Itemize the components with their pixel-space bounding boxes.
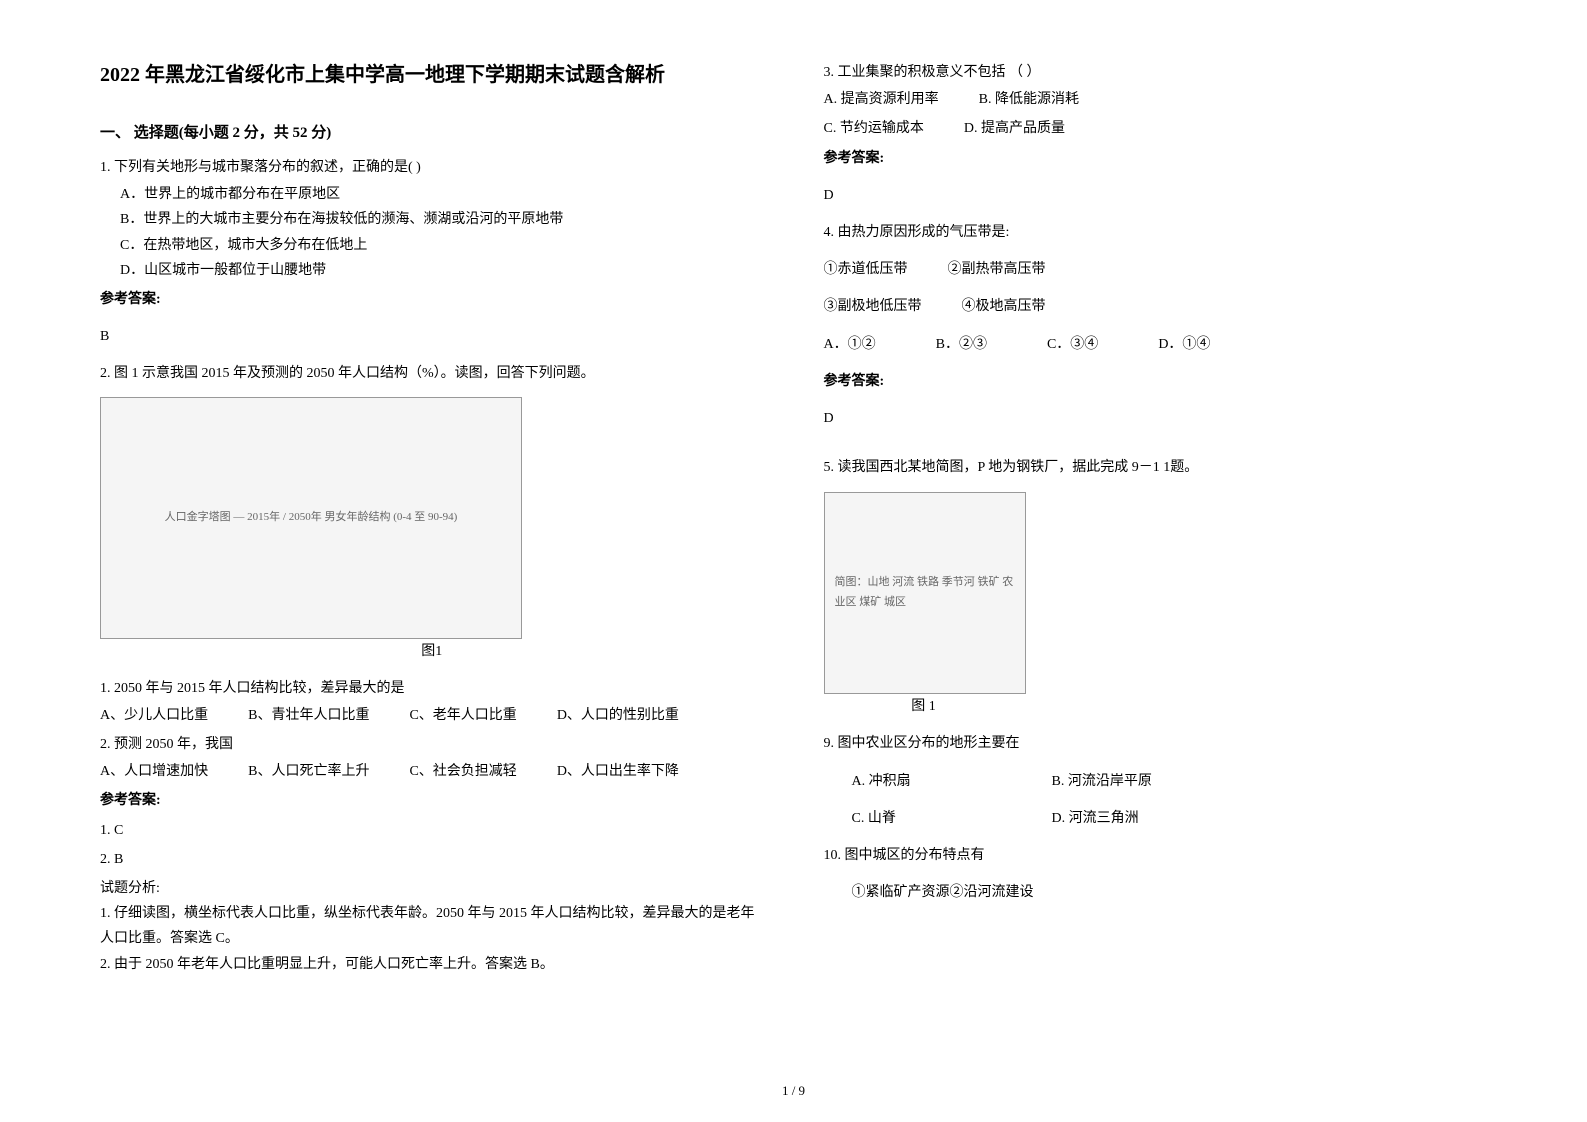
q4-circle2: ②副热带高压带 [948, 257, 1046, 282]
q2-sub2: 2. 预测 2050 年，我国 [100, 732, 764, 757]
q2-sub2-opt-c: C、社会负担减轻 [409, 759, 516, 784]
q3-options-row2: C. 节约运输成本 D. 提高产品质量 [824, 116, 1488, 141]
q4-circled-row2: ③副极地低压带 ④极地高压带 [824, 294, 1488, 319]
q5-sub9-options-row2: C. 山脊 D. 河流三角洲 [824, 806, 1488, 831]
q3-stem: 3. 工业集聚的积极意义不包括 （ ） [824, 60, 1488, 85]
q3-opt-a: A. 提高资源利用率 [824, 87, 939, 112]
q1-answer: B [100, 324, 764, 349]
q2-sub2-opt-a: A、人口增速加快 [100, 759, 208, 784]
q2-sub2-opt-d: D、人口出生率下降 [557, 759, 679, 784]
q2-sub1-opt-a: A、少儿人口比重 [100, 703, 208, 728]
q3-options-row1: A. 提高资源利用率 B. 降低能源消耗 [824, 87, 1488, 112]
document-title: 2022 年黑龙江省绥化市上集中学高一地理下学期期末试题含解析 [100, 60, 764, 90]
q4-answer: D [824, 406, 1488, 431]
q5-sub10-line: ①紧临矿产资源②沿河流建设 [824, 880, 1488, 905]
q3-opt-d: D. 提高产品质量 [964, 116, 1065, 141]
q2-answer-label: 参考答案: [100, 788, 764, 813]
q2-analysis1: 1. 仔细读图，横坐标代表人口比重，纵坐标代表年龄。2050 年与 2015 年… [100, 901, 764, 951]
figure-desc: 简图：山地 河流 铁路 季节河 铁矿 农业区 煤矿 城区 [835, 573, 1015, 613]
q1-option-b: B．世界上的大城市主要分布在海拔较低的濒海、濒湖或沿河的平原地带 [100, 207, 764, 232]
q3-answer: D [824, 183, 1488, 208]
q4-circled-row1: ①赤道低压带 ②副热带高压带 [824, 257, 1488, 282]
q4-answer-label: 参考答案: [824, 369, 1488, 394]
page-footer: 1 / 9 [782, 1079, 805, 1102]
q5-figure-caption: 图 1 [824, 694, 1024, 719]
q5-sub9-opt-b: B. 河流沿岸平原 [1052, 769, 1152, 794]
q2-stem: 2. 图 1 示意我国 2015 年及预测的 2050 年人口结构（%）。读图，… [100, 361, 764, 386]
q2-answer1: 1. C [100, 818, 764, 843]
q4-circle1: ①赤道低压带 [824, 257, 908, 282]
q4-opt-d: D．①④ [1158, 332, 1210, 357]
q5-sub9-options-row1: A. 冲积扇 B. 河流沿岸平原 [824, 769, 1488, 794]
q5-figure: 简图：山地 河流 铁路 季节河 铁矿 农业区 煤矿 城区 图 1 [824, 492, 1488, 719]
q4-circle4: ④极地高压带 [962, 294, 1046, 319]
q1-answer-label: 参考答案: [100, 287, 764, 312]
q4-options: A．①② B．②③ C．③④ D．①④ [824, 332, 1488, 357]
question-4: 4. 由热力原因形成的气压带是: ①赤道低压带 ②副热带高压带 ③副极地低压带 … [824, 220, 1488, 435]
q5-sub9-opt-d: D. 河流三角洲 [1052, 806, 1139, 831]
question-5: 5. 读我国西北某地简图，P 地为钢铁厂，据此完成 9－1 1题。 简图：山地 … [824, 455, 1488, 907]
figure-desc: 人口金字塔图 — 2015年 / 2050年 男女年龄结构 (0-4 至 90-… [165, 508, 458, 528]
q2-sub1-options: A、少儿人口比重 B、青壮年人口比重 C、老年人口比重 D、人口的性别比重 [100, 703, 764, 728]
q3-answer-label: 参考答案: [824, 146, 1488, 171]
q4-stem: 4. 由热力原因形成的气压带是: [824, 220, 1488, 245]
left-column: 2022 年黑龙江省绥化市上集中学高一地理下学期期末试题含解析 一、 选择题(每… [100, 60, 764, 1082]
q2-sub1-opt-d: D、人口的性别比重 [557, 703, 679, 728]
q2-analysis-label: 试题分析: [100, 876, 764, 901]
q2-sub2-opt-b: B、人口死亡率上升 [248, 759, 369, 784]
q4-opt-a: A．①② [824, 332, 876, 357]
q1-stem: 1. 下列有关地形与城市聚落分布的叙述，正确的是( ) [100, 155, 764, 180]
q5-stem: 5. 读我国西北某地简图，P 地为钢铁厂，据此完成 9－1 1题。 [824, 455, 1488, 480]
q2-analysis2: 2. 由于 2050 年老年人口比重明显上升，可能人口死亡率上升。答案选 B。 [100, 952, 764, 977]
q2-answer2: 2. B [100, 847, 764, 872]
population-pyramid-figure: 人口金字塔图 — 2015年 / 2050年 男女年龄结构 (0-4 至 90-… [100, 397, 522, 639]
q3-opt-c: C. 节约运输成本 [824, 116, 924, 141]
section-header: 一、 选择题(每小题 2 分，共 52 分) [100, 120, 764, 147]
question-3: 3. 工业集聚的积极意义不包括 （ ） A. 提高资源利用率 B. 降低能源消耗… [824, 60, 1488, 212]
q1-option-c: C．在热带地区，城市大多分布在低地上 [100, 233, 764, 258]
q2-sub1: 1. 2050 年与 2015 年人口结构比较，差异最大的是 [100, 676, 764, 701]
question-1: 1. 下列有关地形与城市聚落分布的叙述，正确的是( ) A．世界上的城市都分布在… [100, 155, 764, 353]
q4-circle3: ③副极地低压带 [824, 294, 922, 319]
q5-sub9-opt-c: C. 山脊 [852, 806, 1012, 831]
q1-option-d: D．山区城市一般都位于山腰地带 [100, 258, 764, 283]
q1-option-a: A．世界上的城市都分布在平原地区 [100, 182, 764, 207]
q2-figure: 人口金字塔图 — 2015年 / 2050年 男女年龄结构 (0-4 至 90-… [100, 397, 764, 664]
q2-sub2-options: A、人口增速加快 B、人口死亡率上升 C、社会负担减轻 D、人口出生率下降 [100, 759, 764, 784]
q4-opt-c: C．③④ [1047, 332, 1098, 357]
q2-figure-caption: 图1 [100, 639, 764, 664]
q2-sub1-opt-b: B、青壮年人口比重 [248, 703, 369, 728]
q3-opt-b: B. 降低能源消耗 [979, 87, 1079, 112]
q2-sub1-opt-c: C、老年人口比重 [409, 703, 516, 728]
q5-sub9-opt-a: A. 冲积扇 [852, 769, 1012, 794]
q5-sub10: 10. 图中城区的分布特点有 [824, 843, 1488, 868]
right-column: 3. 工业集聚的积极意义不包括 （ ） A. 提高资源利用率 B. 降低能源消耗… [824, 60, 1488, 1082]
question-2: 2. 图 1 示意我国 2015 年及预测的 2050 年人口结构（%）。读图，… [100, 361, 764, 976]
q4-opt-b: B．②③ [936, 332, 987, 357]
q5-sub9: 9. 图中农业区分布的地形主要在 [824, 731, 1488, 756]
map-figure: 简图：山地 河流 铁路 季节河 铁矿 农业区 煤矿 城区 [824, 492, 1026, 694]
